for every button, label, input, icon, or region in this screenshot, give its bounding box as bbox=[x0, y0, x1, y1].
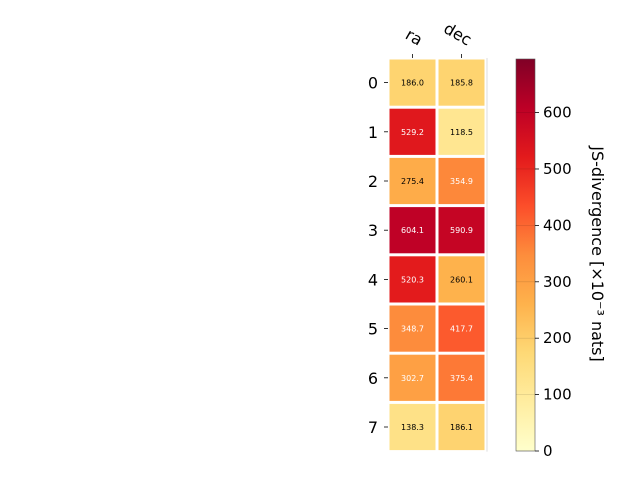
heatmap-cell bbox=[438, 403, 485, 451]
cell-value-label: 354.9 bbox=[450, 177, 473, 186]
cell-value-label: 590.9 bbox=[450, 226, 473, 235]
colorbar-tick-label: 600 bbox=[543, 104, 572, 122]
cell-value-label: 138.3 bbox=[401, 423, 424, 432]
heatmap-cell bbox=[389, 157, 436, 205]
colorbar-tick-label: 100 bbox=[543, 386, 572, 404]
heatmap-cell bbox=[389, 59, 436, 106]
cell-value-label: 186.1 bbox=[450, 423, 473, 432]
heatmap-cell bbox=[389, 354, 436, 401]
row-tick-label: 6 bbox=[368, 369, 378, 388]
column-tick-label: ra bbox=[402, 25, 426, 50]
cell-value-label: 186.0 bbox=[401, 79, 424, 88]
row-tick-label: 3 bbox=[368, 221, 378, 240]
row-tick-label: 4 bbox=[368, 270, 378, 289]
heatmap-cell bbox=[438, 59, 485, 106]
colorbar-tick-label: 500 bbox=[543, 160, 572, 178]
heatmap-cell bbox=[389, 305, 436, 352]
heatmap-cell bbox=[438, 256, 485, 303]
colorbar-tick-label: 400 bbox=[543, 216, 572, 234]
heatmap-cell bbox=[389, 256, 436, 303]
row-tick-label: 5 bbox=[368, 320, 378, 339]
row-tick-label: 7 bbox=[368, 418, 378, 437]
colorbar-tick-label: 300 bbox=[543, 273, 572, 291]
row-tick-label: 0 bbox=[368, 74, 378, 93]
cell-value-label: 417.7 bbox=[450, 325, 473, 334]
heatmap-cell bbox=[389, 207, 436, 254]
colorbar: 0 100 200 300 400 500 600 bbox=[515, 58, 572, 460]
cell-value-label: 185.8 bbox=[450, 79, 473, 88]
cell-value-label: 375.4 bbox=[450, 374, 473, 383]
heatmap-cell bbox=[389, 403, 436, 451]
row-tick-label: 2 bbox=[368, 172, 378, 191]
cell-value-label: 520.3 bbox=[401, 275, 424, 284]
heatmap-cell bbox=[438, 157, 485, 205]
cell-value-label: 118.5 bbox=[450, 128, 473, 137]
cell-value-label: 260.1 bbox=[450, 275, 473, 284]
colorbar-gradient bbox=[515, 58, 536, 452]
colorbar-tick-label: 200 bbox=[543, 329, 572, 347]
cell-value-label: 275.4 bbox=[401, 177, 424, 186]
colorbar-label: JS-divergence [×10⁻³ nats] bbox=[588, 145, 607, 361]
heatmap-cell bbox=[438, 354, 485, 401]
heatmap-cells: 186.0 185.8 529.2 118.5 275.4 354.9 604.1 590.9… bbox=[389, 59, 485, 451]
heatmap-cell bbox=[389, 108, 436, 155]
cell-value-label: 604.1 bbox=[401, 226, 424, 235]
colorbar-tick-label: 0 bbox=[543, 442, 553, 460]
heatmap-cell bbox=[438, 305, 485, 352]
cell-value-label: 302.7 bbox=[401, 374, 424, 383]
cell-value-label: 348.7 bbox=[401, 325, 424, 334]
heatmap-cell bbox=[438, 108, 485, 155]
cell-value-label: 529.2 bbox=[401, 128, 424, 137]
heatmap-cell bbox=[438, 207, 485, 254]
column-tick-label: dec bbox=[441, 19, 475, 50]
row-tick-label: 1 bbox=[368, 123, 378, 142]
